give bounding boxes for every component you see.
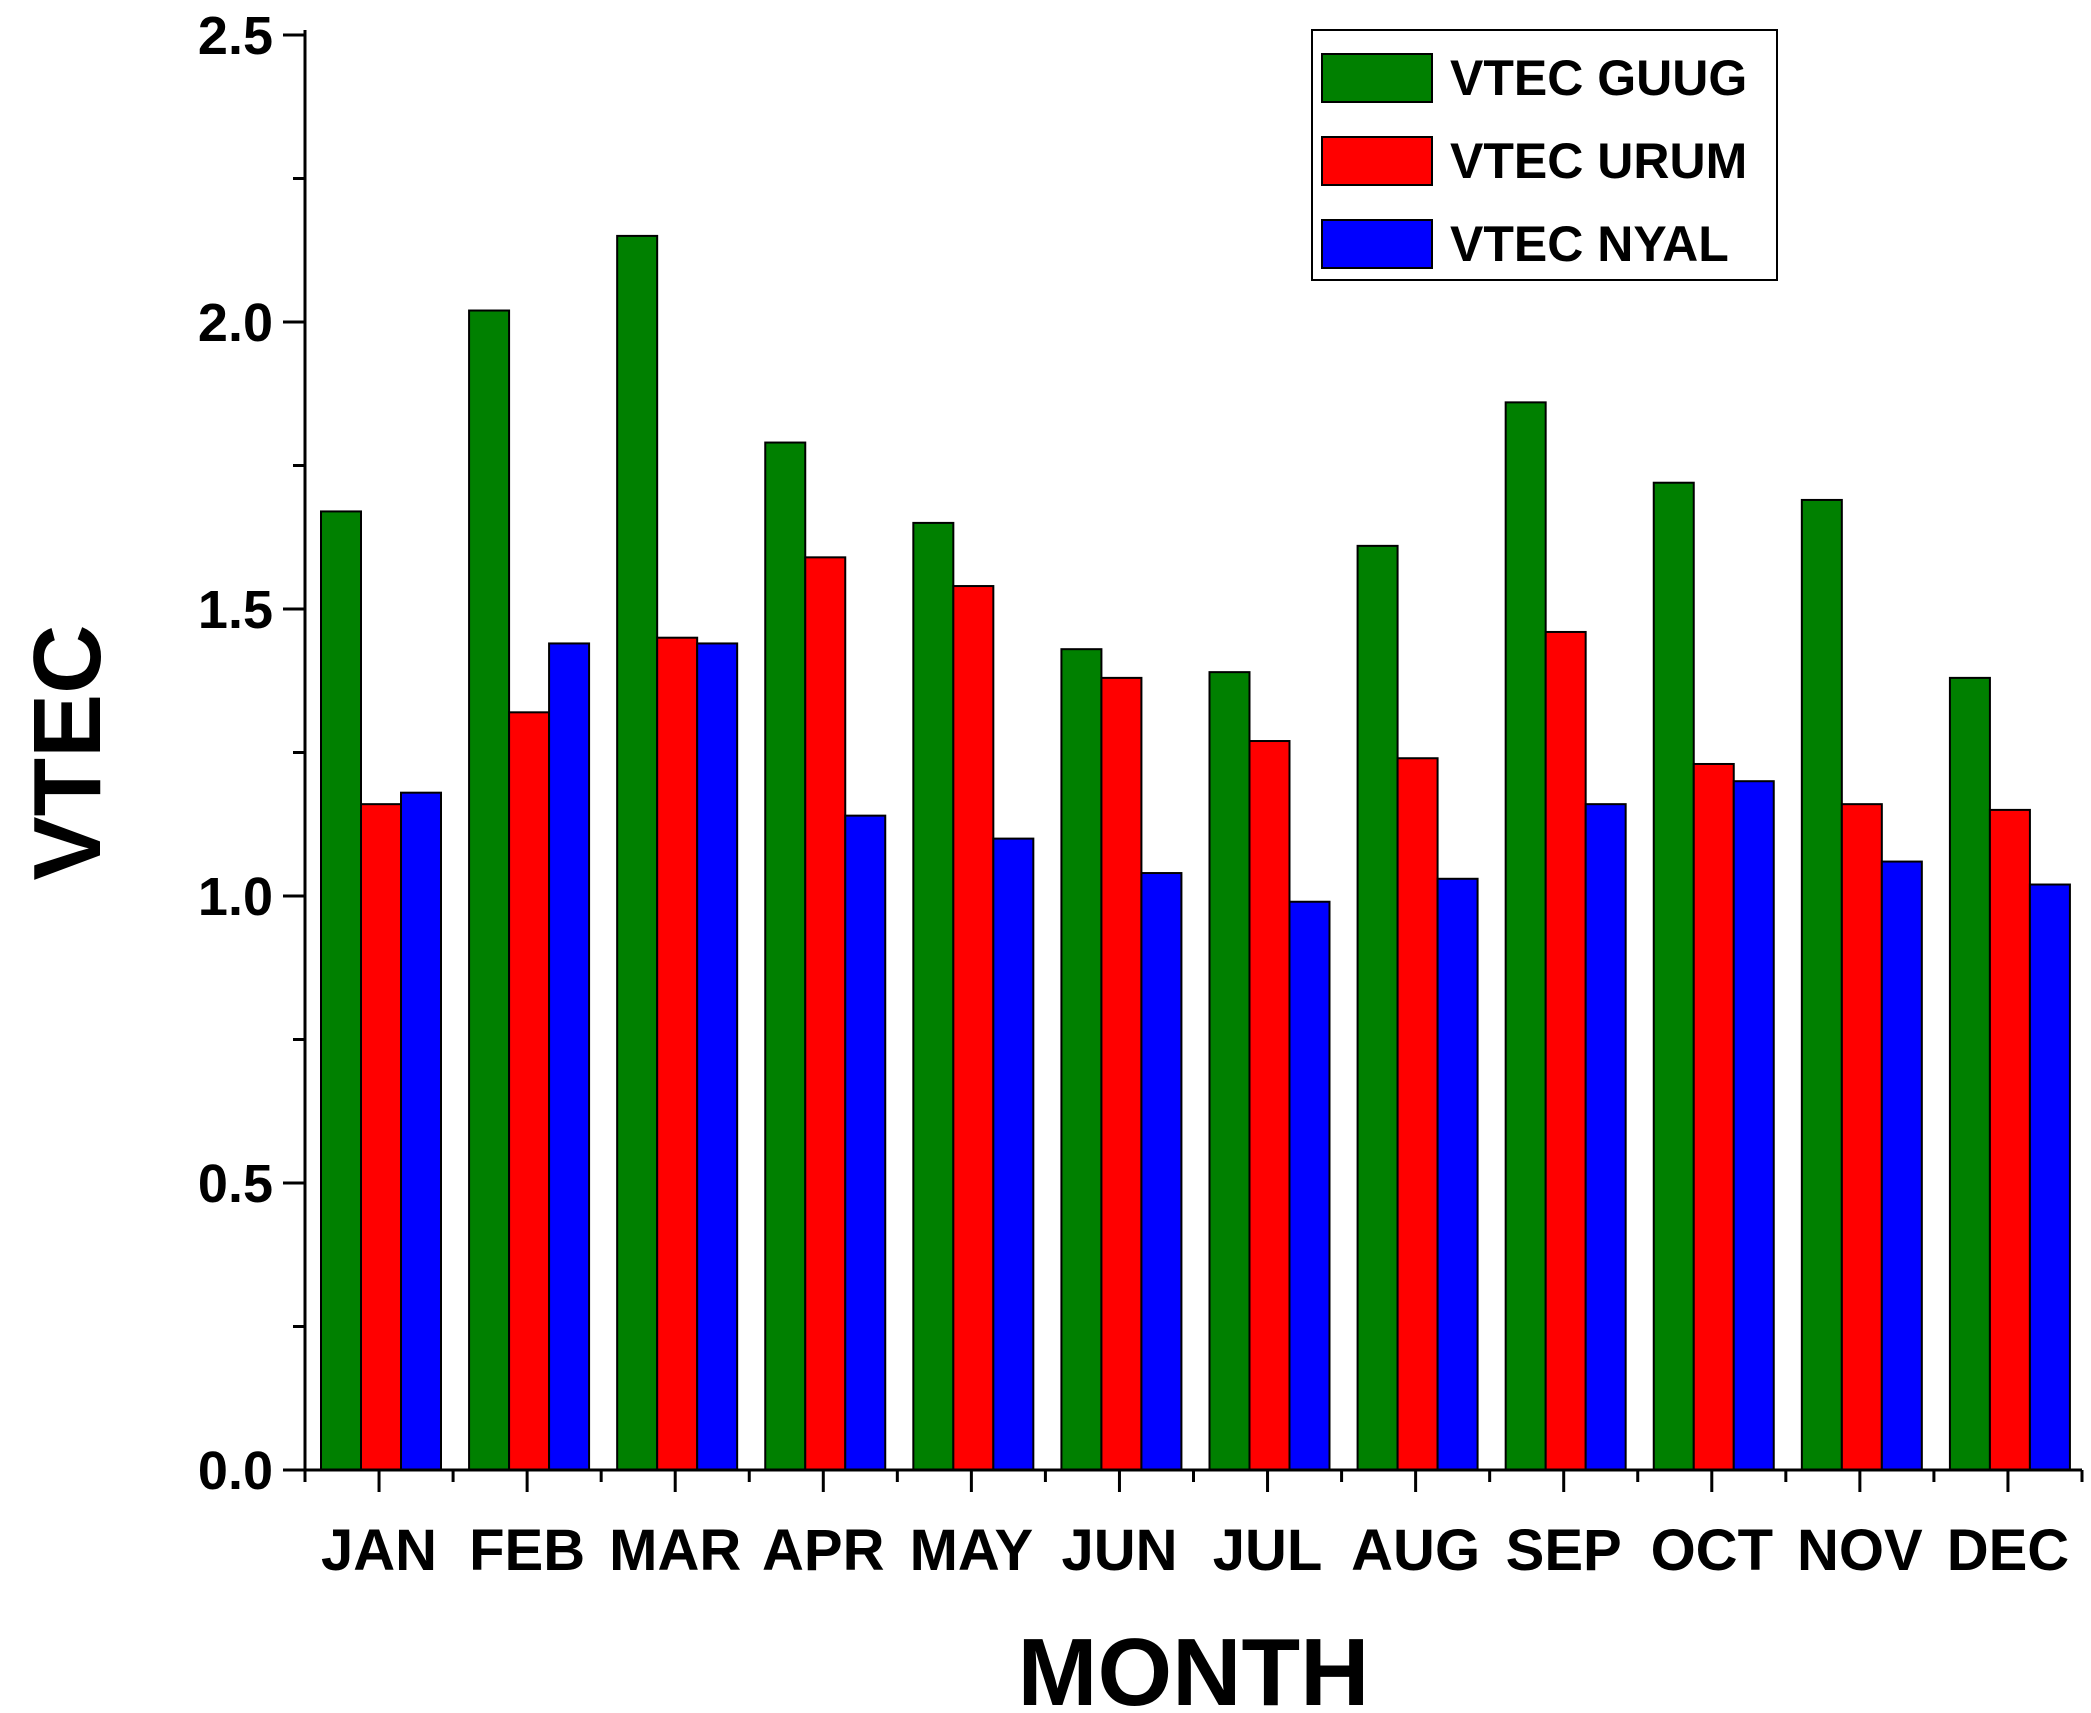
bar-vtec-urum-aug: [1396, 757, 1439, 1471]
bar-vtec-nyal-feb: [548, 642, 591, 1471]
bar-vtec-nyal-dec: [2028, 883, 2071, 1471]
x-category-label-may: MAY: [910, 1518, 1034, 1583]
x-category-label-jun: JUN: [1061, 1518, 1177, 1583]
x-category-label-jul: JUL: [1213, 1518, 1323, 1583]
x-category-label-oct: OCT: [1651, 1518, 1773, 1583]
bar-vtec-nyal-oct: [1732, 780, 1775, 1471]
bar-vtec-guug-dec: [1948, 676, 1991, 1471]
bar-vtec-guug-mar: [616, 234, 659, 1471]
legend: VTEC GUUG VTEC URUM VTEC NYAL: [1311, 29, 1778, 281]
bar-vtec-nyal-apr: [844, 814, 887, 1471]
bar-vtec-guug-sep: [1504, 401, 1547, 1471]
legend-items: VTEC GUUG VTEC URUM VTEC NYAL: [1321, 50, 1747, 272]
legend-swatch-vtec-urum: [1321, 136, 1433, 186]
bar-vtec-urum-may: [952, 585, 995, 1471]
bar-vtec-urum-dec: [1988, 808, 2031, 1471]
bar-vtec-urum-feb: [508, 711, 551, 1471]
ticks-group: 0.0 0.5 1.0 1.5 2.0 2.5 JAN FEB MAR APR MAY JUN JUL A…: [198, 6, 2084, 1583]
legend-swatch-vtec-nyal: [1321, 219, 1433, 269]
bar-vtec-nyal-aug: [1436, 877, 1479, 1471]
bar-vtec-urum-jan: [360, 803, 402, 1471]
bar-vtec-nyal-may: [992, 837, 1035, 1471]
bar-vtec-guug-oct: [1652, 481, 1695, 1472]
y-axis-title: VTEC: [14, 624, 121, 880]
bar-vtec-urum-oct: [1692, 762, 1735, 1471]
bar-vtec-urum-apr: [804, 556, 847, 1471]
legend-swatch-vtec-guug: [1321, 53, 1433, 103]
bar-vtec-guug-jan: [320, 510, 362, 1472]
bar-vtec-nyal-sep: [1584, 803, 1627, 1471]
y-tick-label: 1.5: [198, 580, 273, 640]
y-tick-label: 2.0: [198, 293, 273, 353]
legend-label-vtec-nyal: VTEC NYAL: [1450, 216, 1729, 272]
bar-vtec-urum-nov: [1840, 803, 1883, 1471]
y-tick-label: 1.0: [198, 867, 273, 927]
bar-vtec-urum-sep: [1544, 630, 1587, 1471]
legend-label-vtec-guug: VTEC GUUG: [1450, 50, 1747, 106]
bar-vtec-guug-may: [912, 521, 955, 1471]
y-tick-label: 0.5: [198, 1154, 273, 1214]
x-category-label-mar: MAR: [609, 1518, 741, 1583]
bar-vtec-guug-feb: [468, 309, 511, 1471]
x-category-label-nov: NOV: [1797, 1518, 1923, 1583]
x-axis-title: MONTH: [1018, 1619, 1370, 1713]
bar-vtec-nyal-nov: [1880, 860, 1923, 1471]
bars-group: [320, 234, 2071, 1472]
bar-vtec-guug-apr: [764, 441, 807, 1471]
legend-label-vtec-urum: VTEC URUM: [1450, 133, 1747, 189]
bar-vtec-urum-mar: [656, 636, 699, 1471]
bar-vtec-guug-nov: [1800, 498, 1843, 1471]
y-tick-label: 0.0: [198, 1441, 273, 1501]
x-category-label-aug: AUG: [1351, 1518, 1480, 1583]
bar-vtec-urum-jun: [1100, 676, 1143, 1471]
x-category-label-jan: JAN: [321, 1518, 437, 1583]
x-category-label-feb: FEB: [469, 1518, 585, 1583]
bar-vtec-guug-jul: [1208, 671, 1251, 1471]
bar-vtec-nyal-jul: [1288, 900, 1331, 1471]
bar-vtec-urum-jul: [1248, 740, 1291, 1471]
bar-vtec-guug-aug: [1356, 544, 1399, 1471]
bar-vtec-nyal-jun: [1140, 872, 1183, 1471]
x-category-label-apr: APR: [762, 1518, 884, 1583]
x-category-label-sep: SEP: [1506, 1518, 1622, 1583]
bar-vtec-nyal-jan: [400, 791, 442, 1471]
x-category-label-dec: DEC: [1947, 1518, 2069, 1583]
y-tick-label: 2.5: [198, 6, 273, 66]
bar-vtec-guug-jun: [1060, 648, 1103, 1471]
bar-vtec-nyal-mar: [696, 642, 739, 1471]
